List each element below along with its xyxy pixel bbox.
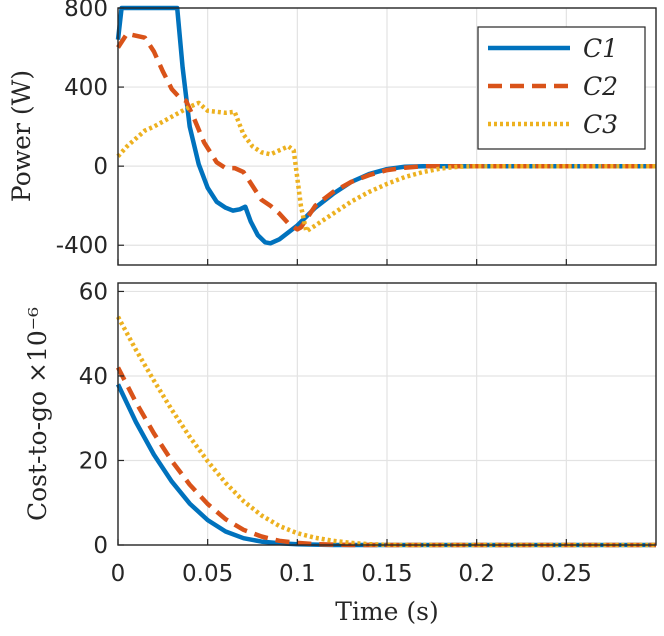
series-line-c2 <box>116 31 656 232</box>
time-axis-label: Time (s) <box>335 597 438 626</box>
x-tick-label: 0.05 <box>182 561 233 587</box>
power-series-group <box>115 5 656 246</box>
legend-label-c2: C2 <box>583 72 618 101</box>
y-tick-label: 800 <box>64 0 108 22</box>
y-tick-label: 0 <box>93 533 108 559</box>
power-panel: 800 400 0 -400 Power (W) C1 C2 C3 <box>7 0 657 266</box>
power-ticks: 800 400 0 -400 <box>56 0 567 265</box>
y-tick-label: 40 <box>79 364 108 390</box>
x-tick-label: 0 <box>111 561 126 587</box>
cost-axis-label: Cost-to-go ×10⁻⁶ <box>23 307 52 521</box>
cost-ticks: 0 0.05 0.1 0.15 0.2 0.25 60 40 20 0 <box>79 279 592 587</box>
y-tick-label: 400 <box>64 75 108 101</box>
power-axis-label: Power (W) <box>7 70 36 202</box>
cost-grid <box>117 283 656 546</box>
legend-label-c1: C1 <box>583 34 618 63</box>
x-tick-label: 0.25 <box>541 561 592 587</box>
legend-label-c3: C3 <box>583 110 618 139</box>
x-tick-label: 0.2 <box>458 561 495 587</box>
cost-panel: 0 0.05 0.1 0.15 0.2 0.25 60 40 20 0 Cost-to-go ×1… <box>23 279 657 626</box>
legend: C1 C2 C3 <box>477 26 646 150</box>
series-line-c3 <box>116 315 656 548</box>
x-tick-label: 0.15 <box>361 561 412 587</box>
y-tick-label: 0 <box>93 154 108 180</box>
series-line-c3 <box>116 100 656 234</box>
y-tick-label: 60 <box>79 279 108 305</box>
y-tick-label: -400 <box>56 233 108 259</box>
y-tick-label: 20 <box>79 448 108 474</box>
x-tick-label: 0.1 <box>279 561 316 587</box>
